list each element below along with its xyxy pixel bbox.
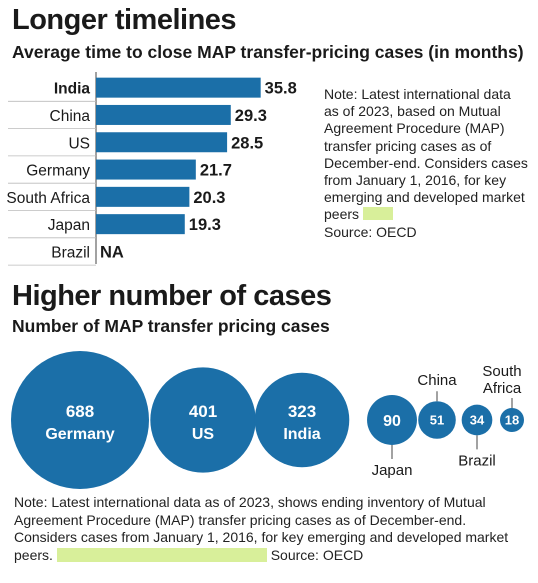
category-label: China [50, 108, 91, 125]
bubble-label: South Africa [482, 363, 521, 397]
bubble-label: Germany [45, 426, 114, 443]
bar-chart: India 35.8 China 29.3 US 28.5 Germany 21.7 South… [6, 72, 297, 266]
source-timelines: Source: OECD [324, 223, 417, 240]
source-cases: Source: OECD [270, 546, 364, 563]
value-label: 19.3 [189, 216, 221, 234]
note-cases-text: Note: Latest international data as of 20… [14, 494, 509, 563]
bubble [150, 367, 256, 473]
value-label: 20.3 [193, 189, 225, 207]
bubble-label: Japan [372, 462, 413, 479]
value-label: 28.5 [231, 134, 263, 152]
bubble-label: US [192, 426, 215, 443]
category-label: US [68, 135, 90, 152]
note-cases: Note: Latest international data as of 20… [14, 494, 530, 564]
note-timelines-text: Note: Latest international data as of 20… [324, 86, 528, 223]
bar [96, 159, 196, 180]
bubble [367, 395, 417, 445]
bubble-value: 34 [470, 413, 485, 428]
bubble [418, 401, 456, 439]
chart-title-timelines: Longer timelines [12, 4, 237, 36]
bubble [11, 351, 149, 489]
highlight-box [362, 207, 393, 221]
category-label: Germany [26, 163, 90, 180]
note-timelines: Note: Latest international data as of 20… [324, 86, 529, 241]
bar [96, 186, 190, 207]
bubble [500, 408, 524, 432]
value-label: 21.7 [200, 162, 232, 180]
bubble-value: 18 [505, 413, 519, 428]
bar [96, 77, 261, 98]
bar [96, 132, 228, 153]
bar [96, 104, 231, 125]
chart-subtitle-cases: Number of MAP transfer pricing cases [12, 316, 330, 336]
bubble-label: India [283, 426, 320, 443]
bubble-label: China [417, 372, 457, 389]
value-label: 29.3 [235, 107, 267, 125]
bubble-value: 401 [189, 402, 217, 421]
category-label: Brazil [51, 244, 90, 261]
bubble-value: 90 [383, 413, 401, 430]
chart-subtitle-timelines: Average time to close MAP transfer-prici… [12, 42, 524, 62]
bubble-value: 323 [288, 402, 316, 421]
bubble [461, 404, 493, 436]
bubble [254, 372, 350, 468]
category-label: South Africa [6, 190, 90, 207]
value-label: 35.8 [265, 80, 297, 98]
highlight-box [56, 547, 267, 562]
bubble-chart: 688 Germany 401 US 323 India 90 Japan 51 China 34 B… [11, 351, 524, 489]
value-label: NA [100, 243, 124, 261]
chart-title-cases: Higher number of cases [12, 280, 332, 312]
bubble-value: 51 [430, 413, 444, 428]
bubble-label: Brazil [458, 452, 496, 469]
bubble-value: 688 [66, 402, 94, 421]
bar [96, 214, 185, 235]
category-label: India [54, 81, 91, 98]
category-label: Japan [48, 217, 90, 234]
